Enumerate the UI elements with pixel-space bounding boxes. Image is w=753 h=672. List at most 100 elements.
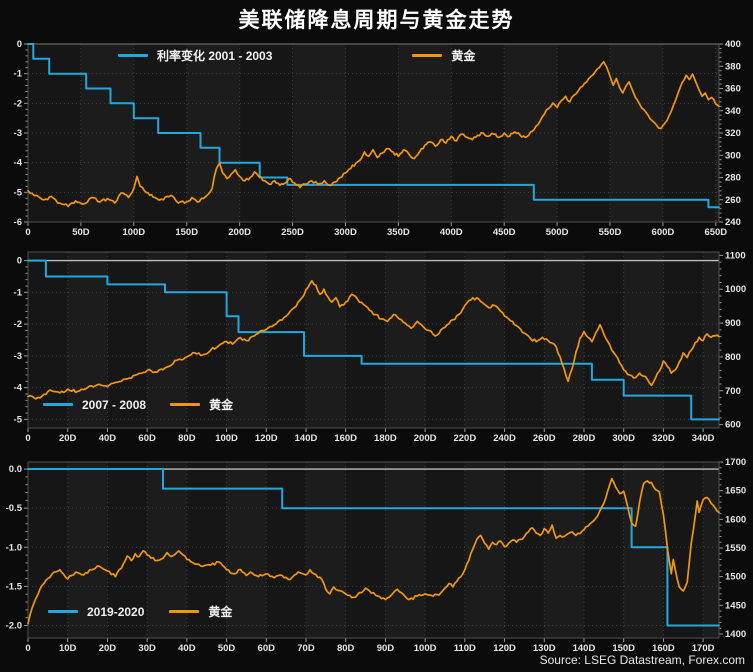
legend-panel-2: 2007 - 2008 黄金 [43,396,233,413]
page-title: 美联储降息周期与黄金走势 [238,9,515,32]
svg-text:360: 360 [725,84,741,95]
legend-panel-1: 利率变化 2001 - 2003 黄金 [118,47,475,64]
svg-text:600: 600 [725,420,741,431]
series-gold-panel-2 [27,279,720,400]
rate-line-swatch-icon [43,403,73,406]
chart-panel-2: 0 -1 -2 -3 -4 -5 1100 1000 900 800 700 600 0 20D 40D 60… [14,250,747,444]
svg-text:300D: 300D [612,433,635,444]
svg-text:240: 240 [725,217,741,228]
svg-text:340: 340 [725,106,741,117]
svg-text:120D: 120D [255,433,278,444]
svg-text:550D: 550D [599,227,622,238]
svg-text:450D: 450D [493,227,516,238]
svg-text:180D: 180D [374,433,397,444]
svg-text:30D: 30D [138,643,156,654]
legend-label-rate: 2007 - 2008 [82,397,147,412]
svg-text:200D: 200D [414,433,437,444]
legend-label-gold: 黄金 [451,49,476,63]
svg-text:130D: 130D [533,643,556,654]
svg-text:1700: 1700 [725,457,746,468]
svg-text:-4: -4 [14,158,23,169]
svg-text:-2: -2 [14,319,22,330]
svg-text:0: 0 [25,433,30,444]
svg-text:-1.0: -1.0 [6,542,22,553]
svg-text:0: 0 [25,643,30,654]
svg-text:60D: 60D [258,643,276,654]
svg-text:20D: 20D [99,643,117,654]
svg-text:-1: -1 [14,287,23,298]
svg-text:20D: 20D [59,433,77,444]
svg-text:1000: 1000 [725,284,746,295]
svg-text:-0.5: -0.5 [6,503,23,514]
svg-text:300D: 300D [334,227,357,238]
legend-item-gold: 黄金 [170,396,233,413]
legend-item-rate: 2007 - 2008 [43,398,146,412]
svg-text:50D: 50D [218,643,236,654]
chart-panel-3: 0.0 -0.5 -1.0 -1.5 -2.0 1700 1650 1600 1550 1500 1… [6,457,747,654]
svg-text:1600: 1600 [725,514,746,525]
svg-text:-3: -3 [14,128,22,139]
gold-line-swatch-icon [412,54,443,57]
svg-text:100D: 100D [414,643,437,654]
svg-text:800: 800 [725,352,741,363]
svg-text:650D: 650D [704,227,727,238]
rate-line-swatch-icon [118,54,148,57]
svg-text:-6: -6 [14,217,22,228]
svg-text:320: 320 [725,128,741,139]
svg-text:1450: 1450 [725,600,746,611]
svg-text:240D: 240D [493,433,516,444]
series-rate-panel-1 [27,43,720,209]
svg-text:260D: 260D [533,433,556,444]
svg-text:40D: 40D [178,643,196,654]
legend-panel-3: 2019-2020 黄金 [48,603,232,620]
svg-text:0: 0 [25,227,30,238]
svg-text:60D: 60D [138,433,156,444]
legend-label-gold: 黄金 [209,398,234,412]
svg-text:150D: 150D [612,643,635,654]
svg-text:120D: 120D [493,643,516,654]
legend-item-rate: 利率变化 2001 - 2003 [118,47,272,64]
svg-text:320D: 320D [652,433,675,444]
svg-text:170D: 170D [692,643,715,654]
svg-text:1100: 1100 [725,250,746,261]
svg-text:90D: 90D [377,643,395,654]
svg-text:340D: 340D [692,433,715,444]
svg-text:280D: 280D [573,433,596,444]
chart-panel-1: 0 -1 -2 -3 -4 -5 -6 400 380 360 340 320 300 280 260 240… [14,39,741,238]
svg-text:350D: 350D [387,227,410,238]
svg-text:700: 700 [725,386,741,397]
svg-text:-4: -4 [14,383,23,394]
svg-text:220D: 220D [453,433,476,444]
svg-text:100D: 100D [122,227,145,238]
svg-text:-5: -5 [14,414,23,425]
gold-line-swatch-icon [169,610,200,613]
svg-text:80D: 80D [337,643,355,654]
svg-text:0: 0 [17,256,22,267]
svg-text:150D: 150D [175,227,198,238]
svg-text:70D: 70D [297,643,315,654]
svg-text:160D: 160D [334,433,357,444]
series-gold-panel-1 [27,60,720,208]
svg-text:280: 280 [725,173,741,184]
svg-text:140D: 140D [573,643,596,654]
svg-text:40D: 40D [99,433,117,444]
svg-text:400D: 400D [440,227,463,238]
svg-text:1650: 1650 [725,486,746,497]
svg-text:1500: 1500 [725,572,746,583]
svg-text:-2.0: -2.0 [6,620,22,631]
rate-line-swatch-icon [48,610,78,613]
svg-text:80D: 80D [178,433,196,444]
legend-item-rate: 2019-2020 [48,605,144,619]
source-attribution: Source: LSEG Datastream, Forex.com [539,653,745,667]
svg-text:380: 380 [725,61,741,72]
svg-text:160D: 160D [652,643,675,654]
svg-text:260: 260 [725,195,741,206]
svg-text:0: 0 [17,39,22,50]
svg-text:100D: 100D [215,433,238,444]
svg-text:-3: -3 [14,351,22,362]
series-rate-panel-3 [27,468,720,627]
svg-text:-1: -1 [14,69,23,80]
svg-text:300: 300 [725,150,741,161]
